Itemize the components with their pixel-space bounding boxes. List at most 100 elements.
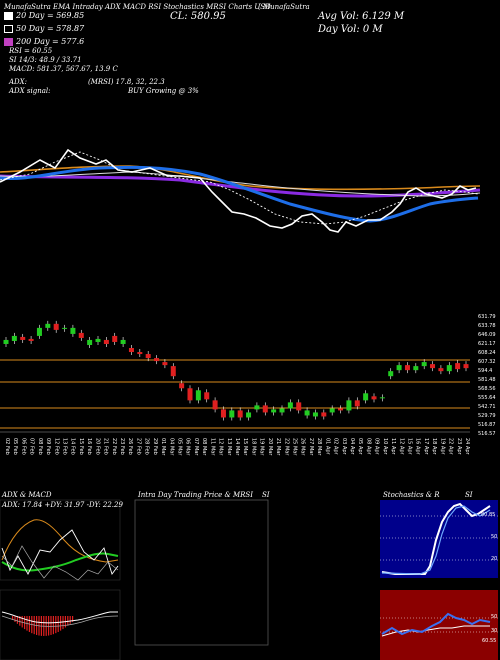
price-tick-label: 555.64	[478, 395, 496, 401]
date-tick-label: 11 Apr	[390, 438, 396, 456]
date-tick-label: 19 Apr	[439, 438, 445, 456]
candle-body	[388, 371, 394, 377]
macd-bar	[60, 616, 62, 631]
candle-body	[329, 408, 335, 413]
date-tick-label: 22 Apr	[448, 438, 454, 456]
macd-signal-line	[1, 615, 119, 627]
close-label: CL: 580.95	[170, 11, 226, 22]
date-tick-label: 27 Feb	[135, 438, 141, 455]
rsi-blue-line	[381, 612, 491, 636]
candle-body	[78, 332, 84, 338]
candle-body	[421, 362, 427, 367]
macd-bar	[52, 616, 54, 635]
candle-body	[438, 368, 444, 372]
intraday-panel-frame	[134, 499, 269, 646]
macd-bar	[55, 616, 57, 634]
date-tick-label: 12 Mar	[218, 438, 224, 456]
si-readout: SI 14/3: 48.9 / 33.71	[9, 56, 82, 64]
date-tick-label: 18 Mar	[250, 438, 256, 456]
candle-body	[170, 366, 176, 377]
candle-body	[229, 410, 235, 418]
date-tick-label: 04 Mar	[168, 438, 174, 456]
date-tick-label: 13 Mar	[226, 438, 232, 456]
candle-body	[371, 396, 377, 400]
date-tick-label: 21 Feb	[103, 438, 109, 455]
candle-body	[363, 393, 369, 401]
date-tick-label: 14 Mar	[234, 438, 240, 456]
ema20-dotted-line	[0, 151, 479, 225]
rsi-level-label-50: 50	[491, 614, 498, 620]
candle-body	[321, 412, 327, 417]
candle-levels	[0, 359, 470, 433]
date-tick-label: 09 Feb	[45, 438, 51, 455]
macd-bar	[50, 616, 52, 635]
candle-body	[204, 392, 210, 400]
candle-body	[128, 348, 134, 353]
date-tick-label: 25 Mar	[292, 438, 298, 456]
price-scale: 631.79 633.78 646.09 621.17 608.24 607.32 594.…	[478, 314, 496, 437]
rsi-readout: RSI = 60.55	[9, 47, 53, 55]
date-tick-label: 11 Mar	[209, 438, 215, 456]
candle-body	[11, 335, 17, 341]
mrsi-readout: (MRSI) 17.8, 32, 22.3	[88, 78, 165, 86]
candle-body	[271, 409, 277, 413]
intraday-title: Intra Day Trading Price & MRSI	[138, 491, 253, 499]
candle-body	[254, 405, 260, 410]
candle-body	[346, 400, 352, 411]
date-tick-label: 02 Apr	[333, 438, 339, 456]
date-tick-label: 24 Apr	[464, 438, 470, 456]
rsi-level-label-30: 30	[491, 628, 498, 634]
candle-body	[103, 339, 109, 344]
ema50-line	[0, 165, 479, 223]
ema200-swatch	[4, 38, 13, 46]
macd-bar	[21, 616, 23, 628]
candle-body	[246, 412, 252, 418]
candle-body	[28, 338, 34, 341]
intraday-si: SI	[262, 491, 270, 499]
date-tick-label: 15 Feb	[78, 438, 84, 455]
macd-bar	[12, 616, 14, 620]
date-tick-label: 20 Mar	[267, 438, 273, 456]
candle-body	[187, 388, 193, 401]
candle-body	[162, 362, 168, 366]
adx-macd-title: ADX & MACD	[2, 491, 52, 499]
date-tick-label: 16 Feb	[86, 438, 92, 455]
candle-body	[195, 390, 201, 401]
day-volume: Day Vol: 0 M	[318, 24, 383, 35]
candle-body	[379, 397, 385, 399]
ema-orange-line	[0, 165, 481, 191]
date-tick-label: 01 Mar	[160, 438, 166, 456]
stoch-title: Stochastics & R	[383, 491, 440, 499]
macd-line	[1, 611, 118, 624]
date-tick-label: 08 Feb	[37, 438, 43, 455]
date-tick-label: 13 Feb	[62, 438, 68, 455]
candle-body	[287, 402, 293, 409]
date-tick-label: 01 Apr	[324, 438, 330, 456]
date-tick-label: 05 Feb	[12, 438, 18, 455]
candle-body	[62, 327, 68, 329]
avg-volume: Avg Vol: 6.129 M	[318, 11, 405, 22]
date-tick-label: 21 Mar	[275, 438, 281, 456]
date-tick-label: 10 Apr	[382, 438, 388, 456]
stoch-level-label-80: 80.85	[481, 512, 496, 518]
rsi-value-label: 60.55	[482, 638, 497, 644]
adx-signal-label: ADX signal:	[9, 87, 51, 95]
date-tick-label: 12 Feb	[53, 438, 59, 455]
rsi-white-line	[381, 625, 490, 637]
date-tick-label: 14 Feb	[70, 438, 76, 455]
date-tick-label: 03 Apr	[341, 438, 347, 456]
adx-green-line	[1, 552, 119, 572]
stoch-d-line	[381, 505, 491, 575]
adx-white-line-1	[1, 529, 119, 575]
candle-body	[137, 352, 143, 355]
candle-body	[212, 400, 218, 410]
date-tick-label: 12 Apr	[398, 438, 404, 456]
candle-body	[179, 383, 185, 389]
date-tick-label: 07 Feb	[29, 438, 35, 455]
date-tick-label: 06 Feb	[20, 438, 26, 455]
ema20-swatch	[4, 12, 13, 20]
price-tick-label: 594.4	[478, 368, 492, 374]
macd-bar	[48, 616, 50, 636]
price-tick-label: 646.09	[478, 332, 496, 338]
